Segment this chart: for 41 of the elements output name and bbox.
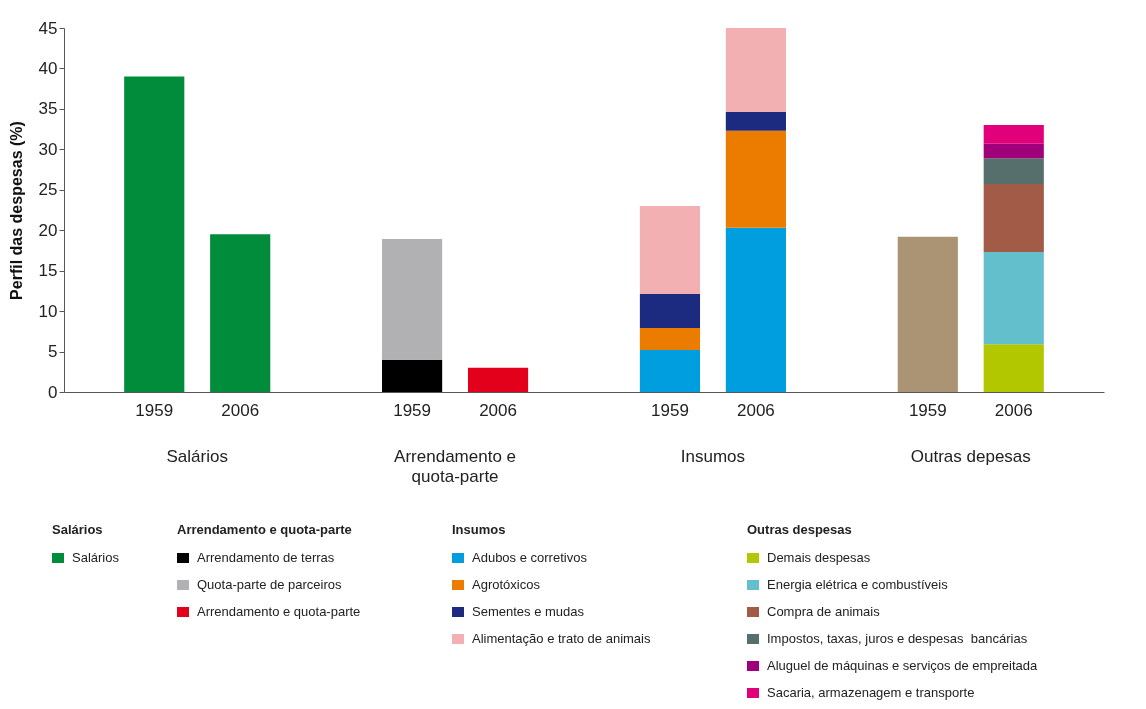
text: Salários <box>52 522 104 538</box>
text: Arrendamento e quota-parte <box>177 522 353 538</box>
text: Outras depesas <box>910 447 1031 466</box>
x-tick-label: 1959 <box>135 400 174 420</box>
text: Insumos <box>680 447 746 466</box>
x-tick-label: 1959 <box>651 400 689 420</box>
legend-label: Sacaria, armazenagem e transporte <box>767 685 975 700</box>
y-tick-label: 35 <box>38 99 58 119</box>
x-tick-label: 2006 <box>479 400 517 420</box>
legend-label: Arrendamento e quota-parte <box>197 604 361 619</box>
y-tick-label: 15 <box>38 261 58 281</box>
legend-label: Compra de animais <box>767 604 880 619</box>
y-tick-label: 25 <box>38 180 58 200</box>
x-tick-label: 1959 <box>393 400 432 420</box>
y-tick-label: 5 <box>48 342 58 362</box>
legend-label: Sementes e mudas <box>472 604 585 619</box>
text: Insumos <box>452 522 507 538</box>
legend-label: Demais despesas <box>767 550 871 565</box>
y-axis-title: Perfil das despesas (%) <box>7 121 25 300</box>
text: Arrendamento e quota-parte <box>394 447 517 486</box>
legend-label: Impostos, taxas, juros e despesas bancárias <box>767 631 1028 646</box>
legend-label: Quota-parte de parceiros <box>197 577 342 592</box>
x-tick-label: 2006 <box>221 400 260 420</box>
legend-label: Salários <box>72 550 119 565</box>
x-tick-label: 2006 <box>994 400 1033 420</box>
y-tick-label: 30 <box>38 139 58 159</box>
text: Outras despesas <box>747 522 853 538</box>
y-tick-label: 45 <box>38 18 58 38</box>
legend-label: Adubos e corretivos <box>472 550 587 565</box>
x-tick-label: 1959 <box>908 400 947 420</box>
y-tick-label: 40 <box>38 58 58 78</box>
legend-label: Alimentação e trato de animais <box>472 631 651 646</box>
x-tick-label: 2006 <box>736 400 775 420</box>
legend-label: Arrendamento de terras <box>197 550 335 565</box>
legend-label: Agrotóxicos <box>472 577 540 592</box>
y-tick-label: 20 <box>38 220 58 240</box>
y-tick-label: 10 <box>38 301 58 321</box>
y-tick-label: 0 <box>48 382 58 402</box>
legend-label: Aluguel de máquinas e serviços de empreitada <box>767 658 1038 673</box>
text: Salários <box>166 447 228 466</box>
legend-label: Energia elétrica e combustíveis <box>767 577 948 592</box>
